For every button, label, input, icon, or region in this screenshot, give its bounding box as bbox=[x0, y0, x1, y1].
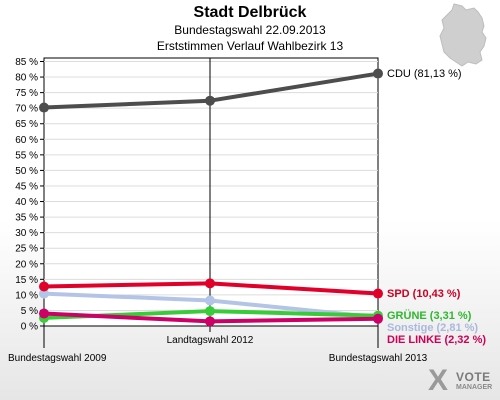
end-label-spd: SPD (10,43 %) bbox=[387, 288, 461, 300]
y-tick-label: 15 % bbox=[15, 275, 38, 286]
x-tick-label: Landtagswahl 2012 bbox=[167, 335, 254, 346]
y-tick-label: 65 % bbox=[15, 119, 38, 130]
end-label-sonstige: Sonstige (2,81 %) bbox=[387, 322, 478, 334]
votemanager-logo-subtext: MANAGER bbox=[456, 384, 493, 391]
end-label-cdu: CDU (81,13 %) bbox=[387, 68, 462, 80]
y-tick-label: 50 % bbox=[15, 166, 38, 177]
y-tick-label: 0 % bbox=[21, 322, 38, 333]
y-tick-label: 10 % bbox=[15, 290, 38, 301]
x-tick-label: Bundestagswahl 2009 bbox=[8, 353, 107, 364]
y-tick-label: 80 % bbox=[15, 73, 38, 84]
y-tick-label: 25 % bbox=[15, 244, 38, 255]
data-point bbox=[39, 281, 49, 292]
votemanager-logo-text: VOTE bbox=[456, 370, 491, 384]
y-tick-label: 85 % bbox=[15, 57, 38, 68]
data-point bbox=[373, 313, 383, 324]
data-point bbox=[39, 288, 49, 299]
chart-subtitle-election: Bundestagswahl 22.09.2013 bbox=[174, 23, 326, 37]
votemanager-logo-mark: X bbox=[428, 364, 449, 397]
germany-map-icon bbox=[439, 3, 487, 67]
chart-title: Stadt Delbrück bbox=[193, 4, 307, 21]
data-point bbox=[205, 95, 215, 106]
data-point bbox=[373, 68, 383, 79]
data-point bbox=[205, 306, 215, 317]
y-tick-label: 35 % bbox=[15, 213, 38, 224]
y-tick-label: 40 % bbox=[15, 197, 38, 208]
y-tick-label: 70 % bbox=[15, 104, 38, 115]
data-point bbox=[205, 278, 215, 289]
x-tick-label: Bundestagswahl 2013 bbox=[329, 353, 428, 364]
data-point bbox=[39, 308, 49, 319]
y-tick-label: 55 % bbox=[15, 150, 38, 161]
y-tick-label: 45 % bbox=[15, 181, 38, 192]
y-tick-label: 30 % bbox=[15, 228, 38, 239]
votemanager-logo: X VOTE MANAGER bbox=[428, 366, 500, 400]
y-tick-label: 75 % bbox=[15, 88, 38, 99]
data-point bbox=[39, 102, 49, 113]
data-point bbox=[205, 295, 215, 306]
data-point bbox=[205, 316, 215, 327]
y-tick-label: 5 % bbox=[21, 306, 38, 317]
chart-subtitle-district: Erststimmen Verlauf Wahlbezirk 13 bbox=[156, 39, 344, 53]
y-tick-label: 20 % bbox=[15, 259, 38, 270]
y-tick-label: 60 % bbox=[15, 135, 38, 146]
end-label-die-linke: DIE LINKE (2,32 %) bbox=[387, 334, 486, 346]
end-label-gr-ne: GRÜNE (3,31 %) bbox=[387, 309, 472, 322]
data-point bbox=[373, 288, 383, 299]
